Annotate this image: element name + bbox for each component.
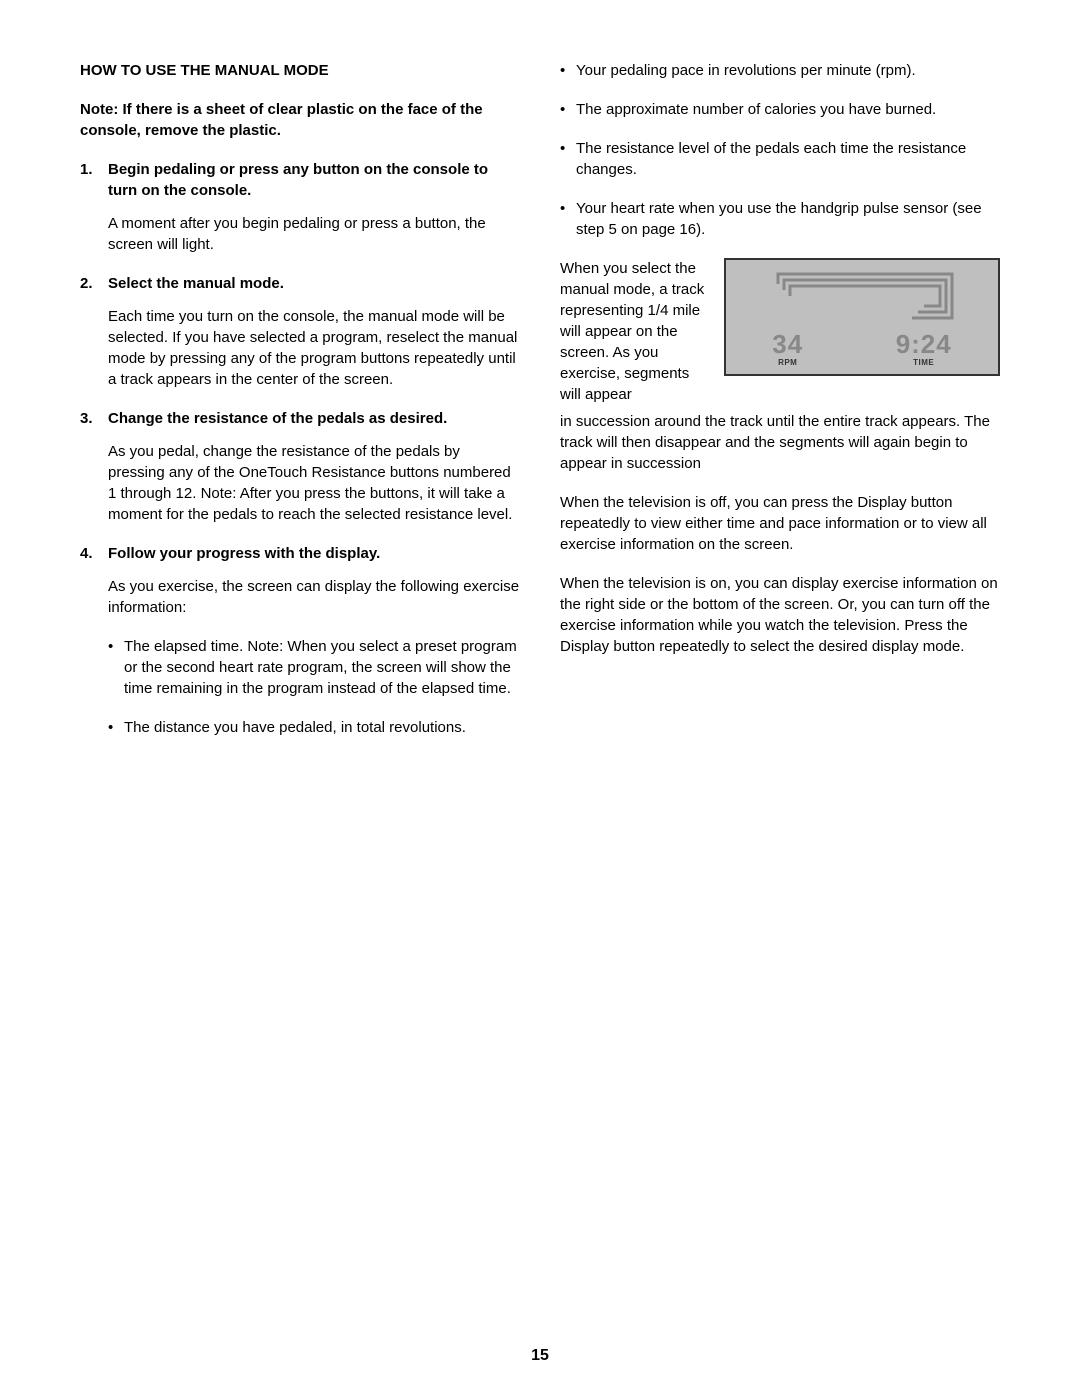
info-item-distance: The distance you have pedaled, in total … xyxy=(108,717,520,738)
info-item-rpm: Your pedaling pace in revolutions per mi… xyxy=(560,60,1000,81)
step-4-title: Follow your progress with the display. xyxy=(108,543,380,564)
page-number: 15 xyxy=(0,1345,1080,1367)
step-4: 4. Follow your progress with the display… xyxy=(80,543,520,564)
info-item-heart-rate: Your heart rate when you use the handgri… xyxy=(560,198,1000,240)
track-icon xyxy=(738,270,986,326)
plastic-note: Note: If there is a sheet of clear plast… xyxy=(80,99,520,141)
step-4-body: As you exercise, the screen can display … xyxy=(108,576,520,618)
step-1-title: Begin pedaling or press any button on th… xyxy=(108,159,520,201)
time-readout: 9:24 TIME xyxy=(896,331,952,368)
info-list-left: The elapsed time. Note: When you select … xyxy=(108,636,520,738)
step-4-num: 4. xyxy=(80,543,108,564)
step-3: 3. Change the resistance of the pedals a… xyxy=(80,408,520,429)
rpm-readout: 34 RPM xyxy=(772,331,803,368)
info-item-elapsed-time: The elapsed time. Note: When you select … xyxy=(108,636,520,699)
time-value: 9:24 xyxy=(896,331,952,357)
display-readouts: 34 RPM 9:24 TIME xyxy=(726,331,998,368)
step-3-num: 3. xyxy=(80,408,108,429)
tv-off-para: When the television is off, you can pres… xyxy=(560,492,1000,555)
left-column: HOW TO USE THE MANUAL MODE Note: If ther… xyxy=(80,60,520,756)
track-graphic xyxy=(738,270,986,326)
console-display: 34 RPM 9:24 TIME xyxy=(724,258,1000,376)
right-column: Your pedaling pace in revolutions per mi… xyxy=(560,60,1000,756)
step-2-body: Each time you turn on the console, the m… xyxy=(108,306,520,390)
tv-on-para: When the television is on, you can displ… xyxy=(560,573,1000,657)
track-block: When you select the manual mode, a track… xyxy=(560,258,1000,405)
step-1: 1. Begin pedaling or press any button on… xyxy=(80,159,520,201)
track-continuation-text: in succession around the track until the… xyxy=(560,411,1000,474)
info-list-right: Your pedaling pace in revolutions per mi… xyxy=(560,60,1000,240)
info-item-resistance: The resistance level of the pedals each … xyxy=(560,138,1000,180)
step-2: 2. Select the manual mode. xyxy=(80,273,520,294)
section-title: HOW TO USE THE MANUAL MODE xyxy=(80,60,520,81)
step-1-body: A moment after you begin pedaling or pre… xyxy=(108,213,520,255)
step-3-body: As you pedal, change the resistance of t… xyxy=(108,441,520,525)
rpm-value: 34 xyxy=(772,331,803,357)
step-2-title: Select the manual mode. xyxy=(108,273,284,294)
step-2-num: 2. xyxy=(80,273,108,294)
step-3-title: Change the resistance of the pedals as d… xyxy=(108,408,447,429)
track-wrap-text: When you select the manual mode, a track… xyxy=(560,258,710,405)
step-1-num: 1. xyxy=(80,159,108,201)
info-item-calories: The approximate number of calories you h… xyxy=(560,99,1000,120)
